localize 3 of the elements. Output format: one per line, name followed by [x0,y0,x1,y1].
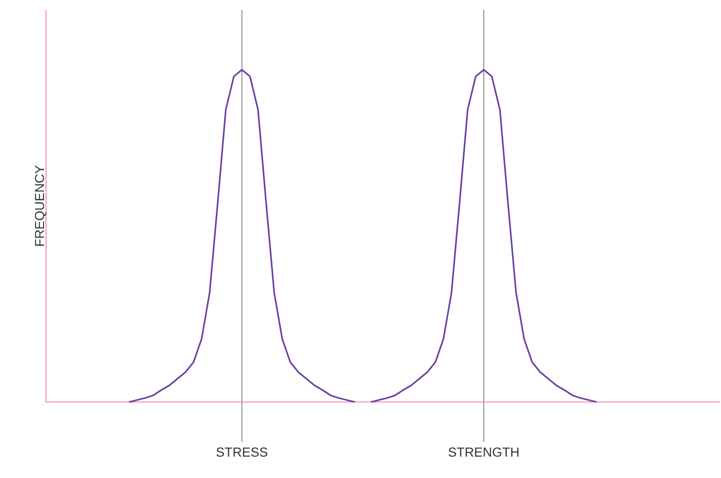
y-axis-title: FREQUENCY [34,165,46,246]
x-tick-label: STRENGTH [448,448,518,457]
x-tick-label: STRESS [216,448,268,457]
